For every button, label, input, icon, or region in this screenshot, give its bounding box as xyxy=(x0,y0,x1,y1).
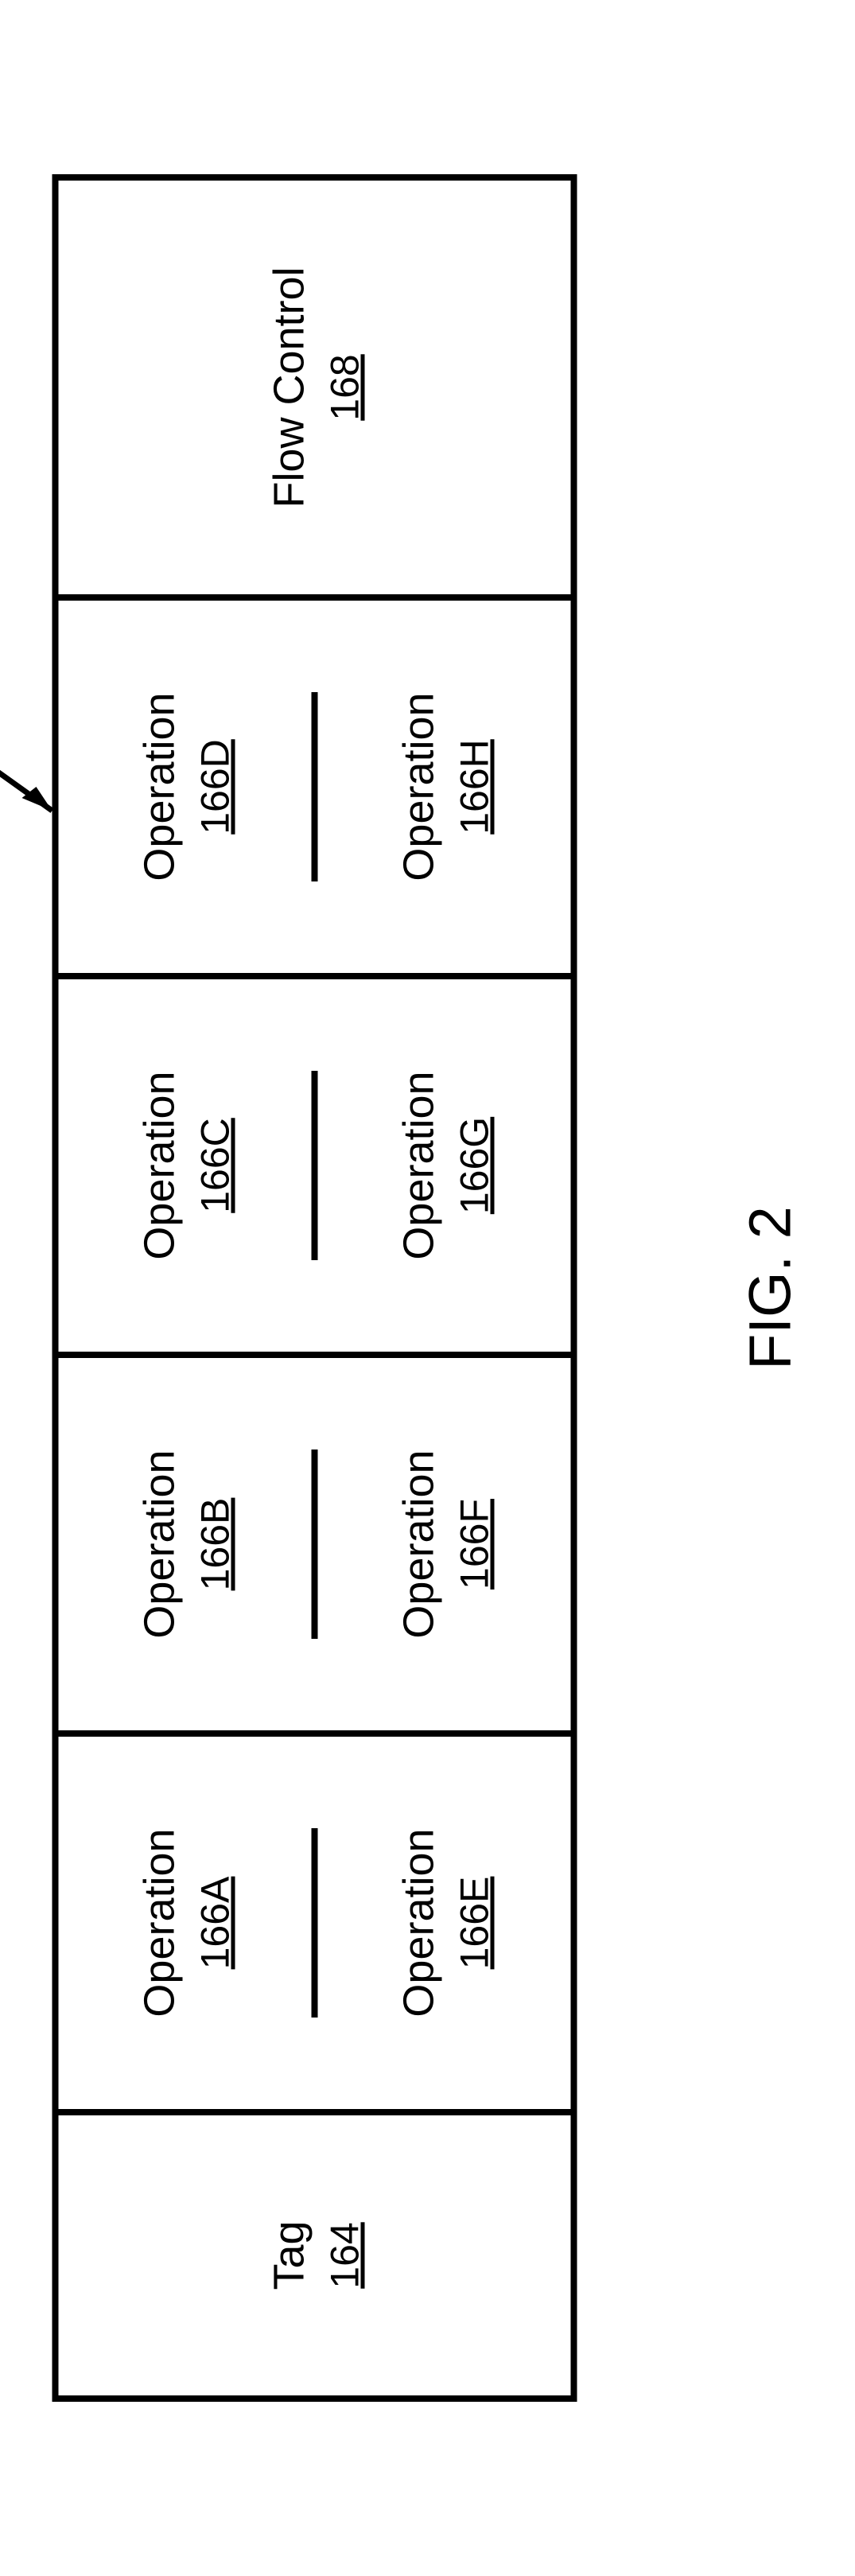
op-cell: Operation 166H xyxy=(317,692,570,881)
op-cell: Operation 166D xyxy=(58,692,317,881)
op-col-3: Operation 166D Operation 166H xyxy=(58,594,570,973)
tag-column: Tag 164 xyxy=(58,2109,570,2395)
op-col-0: Operation 166A Operation 166E xyxy=(58,1730,570,2109)
rotated-figure: 162 Tag 164 Operation 166A xyxy=(52,174,803,2402)
op-label: Operation xyxy=(391,692,446,881)
op-label: Operation xyxy=(131,692,187,881)
op-label: Operation xyxy=(391,1071,446,1259)
trace-line-box: Tag 164 Operation 166A Operation 166E xyxy=(52,174,577,2402)
op-ref: 166F xyxy=(451,1499,497,1590)
op-cell: Operation 166A xyxy=(58,1828,317,2017)
op-cell: Operation 166F xyxy=(317,1449,570,1638)
op-ref: 166B xyxy=(192,1498,238,1591)
figure-caption: FIG. 2 xyxy=(736,1206,803,1370)
op-cell: Operation 166G xyxy=(317,1071,570,1259)
op-label: Operation xyxy=(131,1071,187,1259)
op-ref: 166C xyxy=(192,1118,238,1213)
op-col-2: Operation 166C Operation 166G xyxy=(58,973,570,1352)
op-cell: Operation 166C xyxy=(58,1071,317,1259)
op-cell: Operation 166E xyxy=(317,1828,570,2017)
diagram-wrap: 162 Tag 164 Operation 166A xyxy=(52,174,803,2402)
op-cell: Operation 166B xyxy=(58,1449,317,1638)
flow-control-column: Flow Control 168 xyxy=(58,181,570,594)
op-ref: 166A xyxy=(192,1877,238,1970)
page-canvas: 162 Tag 164 Operation 166A xyxy=(0,0,855,2576)
tag-ref: 164 xyxy=(321,2222,367,2288)
op-ref: 166H xyxy=(451,739,497,835)
callout-arrow-icon xyxy=(0,675,76,835)
tag-label: Tag xyxy=(261,2220,317,2290)
op-label: Operation xyxy=(391,1828,446,2017)
flow-ref: 168 xyxy=(321,354,367,420)
op-label: Operation xyxy=(131,1828,187,2017)
flow-label: Flow Control xyxy=(261,267,317,508)
op-ref: 166E xyxy=(451,1877,497,1970)
op-label: Operation xyxy=(391,1449,446,1638)
op-col-1: Operation 166B Operation 166F xyxy=(58,1352,570,1730)
op-ref: 166D xyxy=(192,739,238,835)
op-label: Operation xyxy=(131,1449,187,1638)
op-ref: 166G xyxy=(451,1117,497,1214)
